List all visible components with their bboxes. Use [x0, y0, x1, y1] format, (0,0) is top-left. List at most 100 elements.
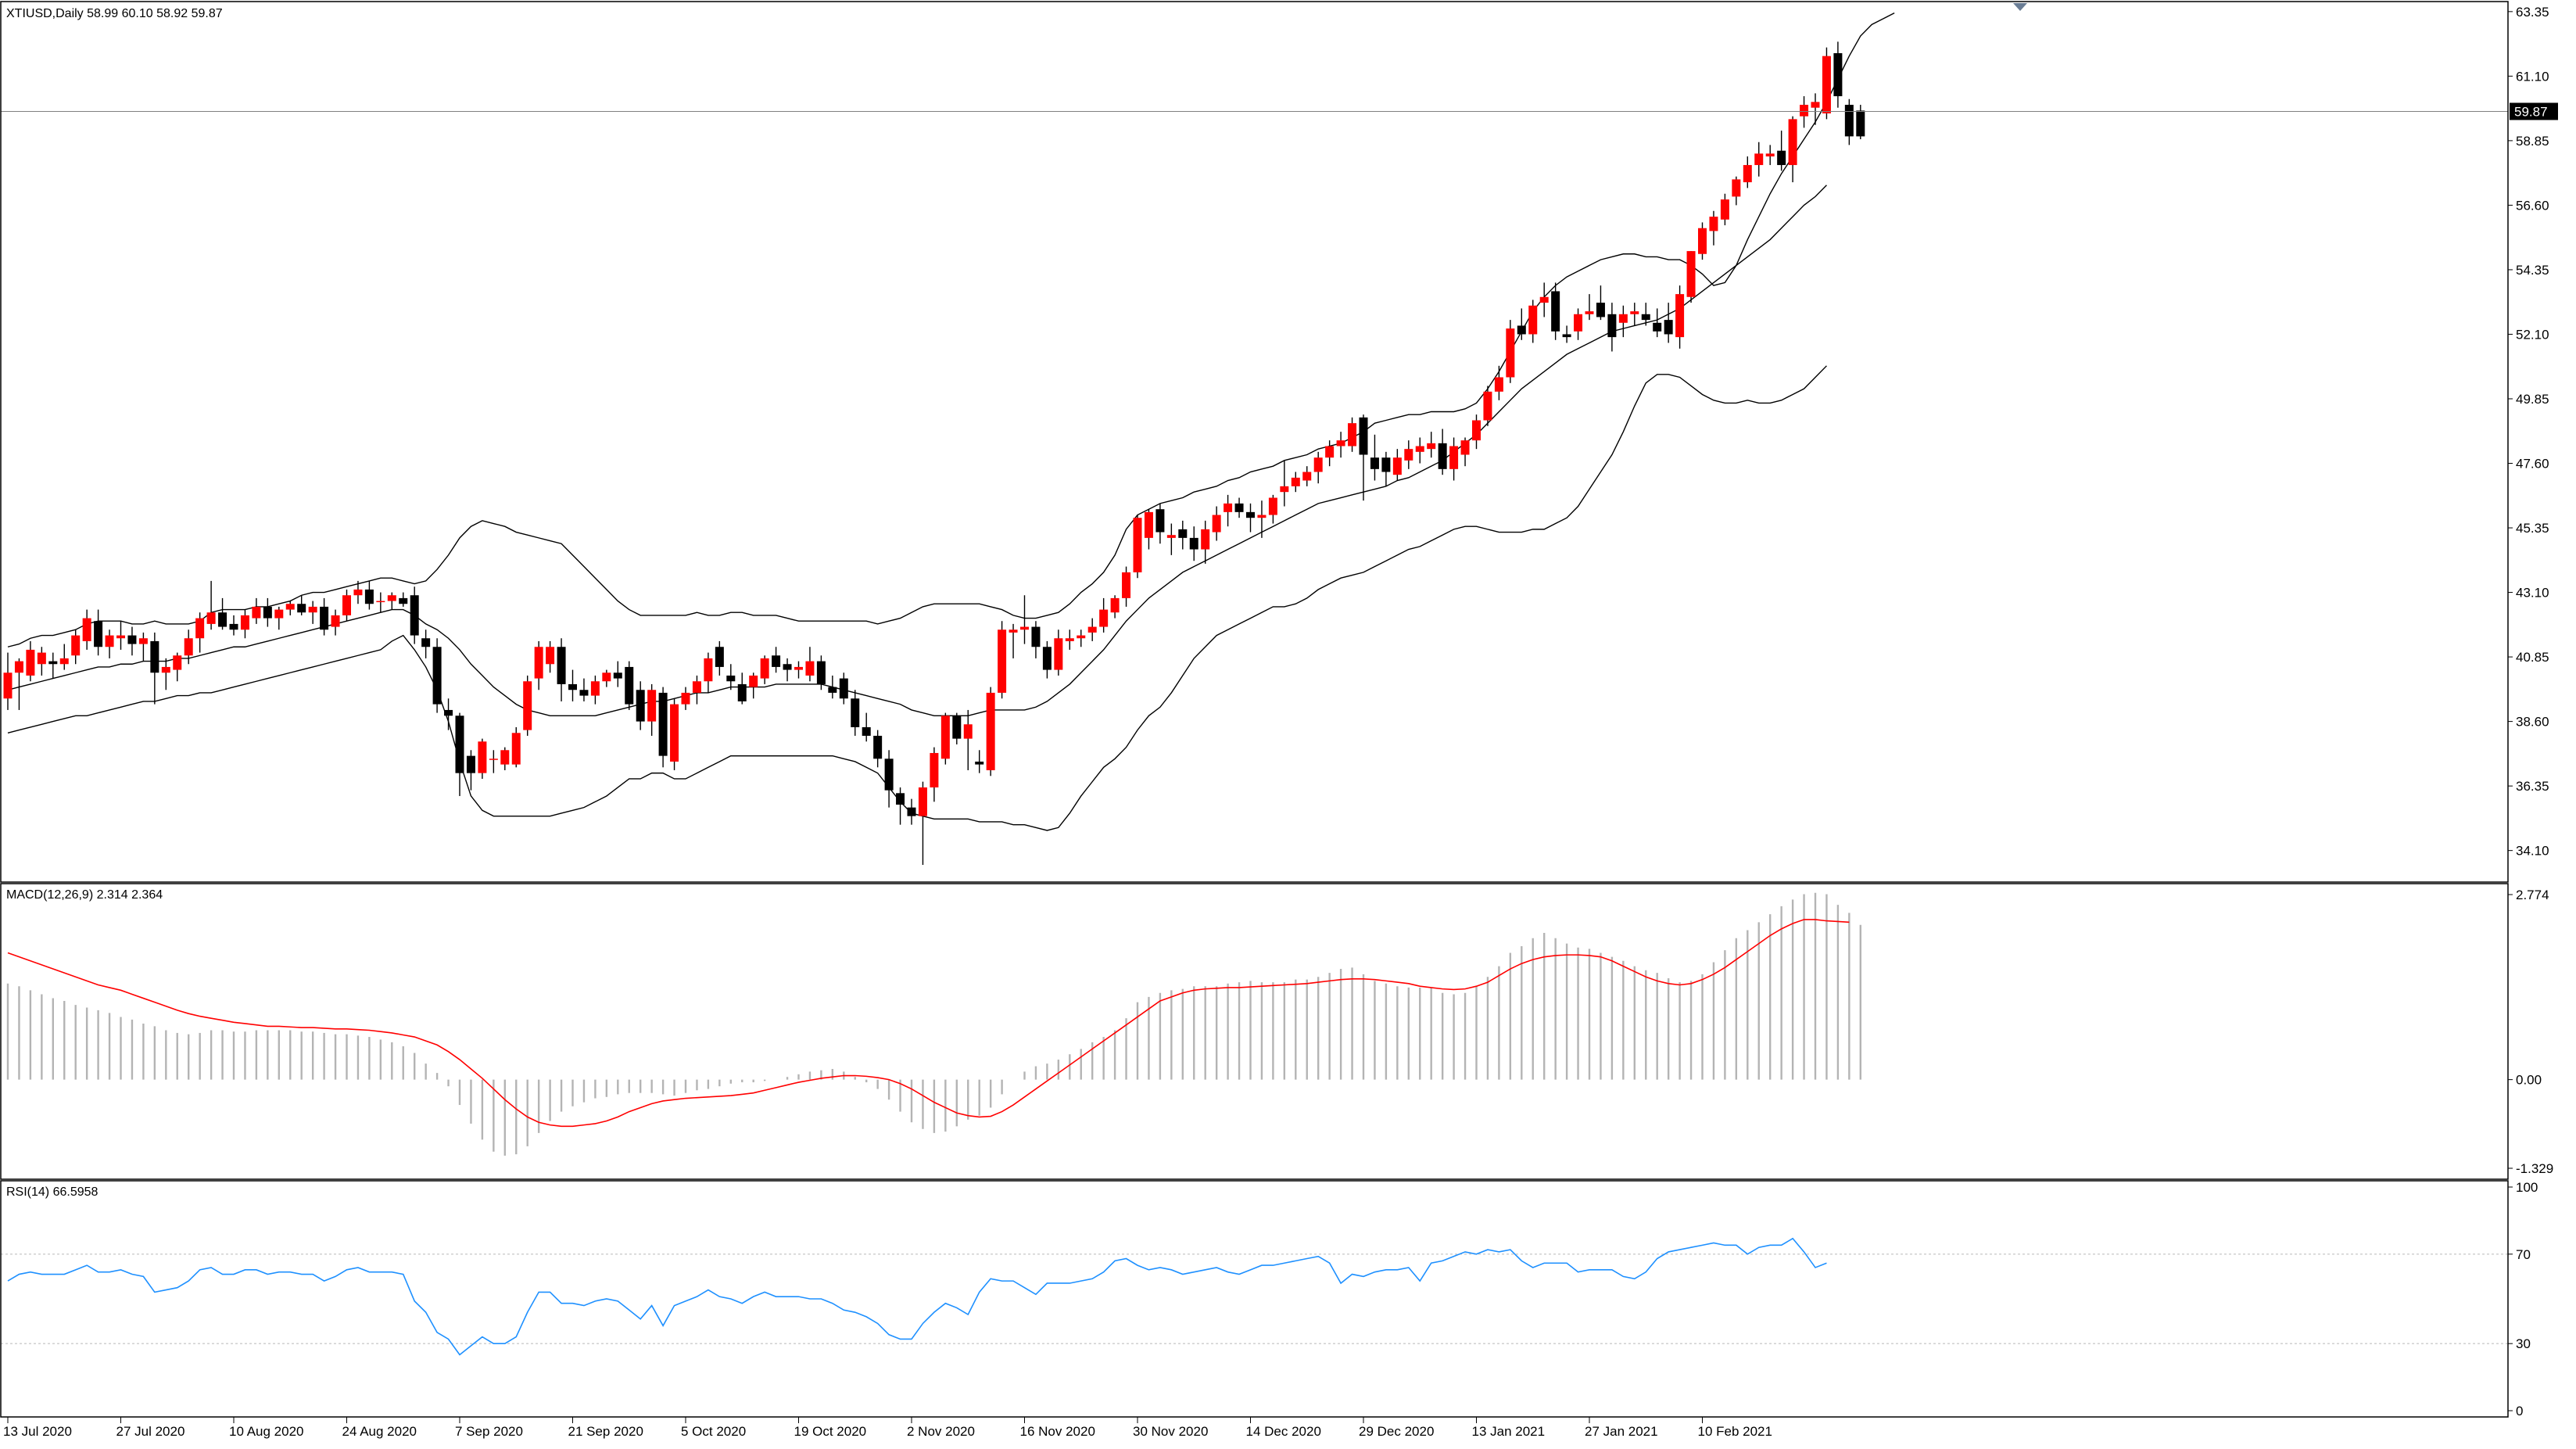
macd-signal-line: [7, 919, 1850, 1128]
candle-body: [195, 618, 205, 639]
macd-panel[interactable]: [6, 892, 1862, 1156]
candle-body: [590, 681, 600, 696]
date-axis-label: 16 Nov 2020: [1020, 1424, 1095, 1439]
candle-body: [918, 787, 927, 816]
candle: [1280, 460, 1289, 507]
candle-body: [1246, 511, 1255, 518]
candle: [1381, 451, 1391, 486]
candle: [116, 621, 125, 650]
candle: [105, 629, 114, 658]
candle: [534, 640, 543, 690]
candle-body: [1653, 322, 1662, 332]
candle: [590, 675, 600, 705]
candle: [127, 626, 137, 656]
candle-body: [1709, 217, 1718, 231]
candle-body: [82, 618, 91, 641]
candle-body: [421, 638, 431, 647]
candle-body: [602, 672, 611, 682]
candle-body: [1348, 423, 1357, 447]
macd-axis-label: 0.00: [2516, 1073, 2542, 1088]
candle: [1065, 629, 1074, 650]
candle-body: [851, 698, 860, 727]
shift-marker-icon[interactable]: [2013, 3, 2027, 11]
candle-body: [704, 658, 713, 682]
candle-body: [297, 604, 306, 613]
price-axis-label: 63.35: [2516, 5, 2549, 20]
candle: [794, 661, 803, 679]
candle-body: [1460, 440, 1470, 455]
candle-body: [828, 687, 837, 693]
candle: [1122, 566, 1131, 607]
candle-body: [1822, 56, 1831, 114]
date-axis-label: 2 Nov 2020: [907, 1424, 975, 1439]
candle-body: [1833, 53, 1843, 97]
candle-body: [308, 606, 317, 613]
candle: [1754, 142, 1764, 177]
candle-body: [229, 623, 238, 630]
candle: [1664, 303, 1673, 343]
candle: [658, 687, 668, 768]
price-axis-label: 52.10: [2516, 327, 2549, 342]
candle-body: [342, 595, 351, 615]
candle: [760, 655, 769, 684]
candle: [737, 672, 747, 705]
candle-body: [240, 615, 249, 630]
candle: [602, 669, 611, 687]
candle: [907, 798, 916, 825]
candle-body: [1099, 609, 1109, 627]
candle: [410, 586, 419, 644]
candle-body: [1686, 251, 1696, 297]
date-axis-label: 30 Nov 2020: [1133, 1424, 1208, 1439]
candle-body: [1585, 311, 1594, 314]
candle: [647, 683, 657, 736]
candle-body: [1743, 165, 1752, 183]
candle: [930, 747, 939, 802]
price-panel[interactable]: [1, 13, 2508, 865]
candle: [862, 712, 871, 742]
candle-body: [1438, 443, 1447, 469]
date-axis-label: 24 Aug 2020: [342, 1424, 417, 1439]
candle-body: [466, 755, 475, 773]
candle: [331, 609, 340, 636]
candle: [1506, 320, 1515, 383]
candle-body: [1698, 228, 1707, 254]
candle: [568, 669, 577, 701]
candle: [1449, 437, 1459, 481]
candle-body: [1641, 314, 1650, 321]
macd-header: MACD(12,26,9) 2.314 2.364: [6, 888, 163, 902]
candle-body: [26, 649, 35, 676]
date-axis-label: 14 Dec 2020: [1246, 1424, 1321, 1439]
candle-body: [206, 612, 216, 624]
candle: [1427, 432, 1436, 458]
candle: [1653, 308, 1662, 338]
candle: [1720, 193, 1729, 226]
candle: [749, 672, 758, 699]
candle: [828, 675, 837, 699]
candle-body: [1765, 153, 1775, 157]
candle: [353, 580, 363, 604]
price-axis-label: 34.10: [2516, 844, 2549, 859]
bollinger-upper-line: [7, 13, 1895, 647]
candle-body: [1234, 503, 1244, 512]
candle: [1291, 472, 1300, 493]
candle: [1144, 509, 1153, 550]
candle-body: [1607, 314, 1617, 338]
candle-body: [218, 612, 228, 627]
candle: [1596, 285, 1605, 321]
candle: [940, 712, 950, 765]
candle: [1585, 294, 1594, 321]
current-price-label: 59.87: [2514, 104, 2548, 119]
candle: [1607, 303, 1617, 352]
candle-body: [37, 652, 46, 665]
candle: [466, 750, 475, 791]
candle-body: [862, 726, 871, 736]
rsi-panel[interactable]: [1, 1237, 2508, 1356]
candle: [489, 750, 498, 773]
candle-body: [884, 759, 894, 791]
candle: [975, 750, 984, 773]
candle-body: [1381, 457, 1391, 472]
candle-body: [1449, 446, 1459, 469]
candle: [1743, 156, 1752, 188]
